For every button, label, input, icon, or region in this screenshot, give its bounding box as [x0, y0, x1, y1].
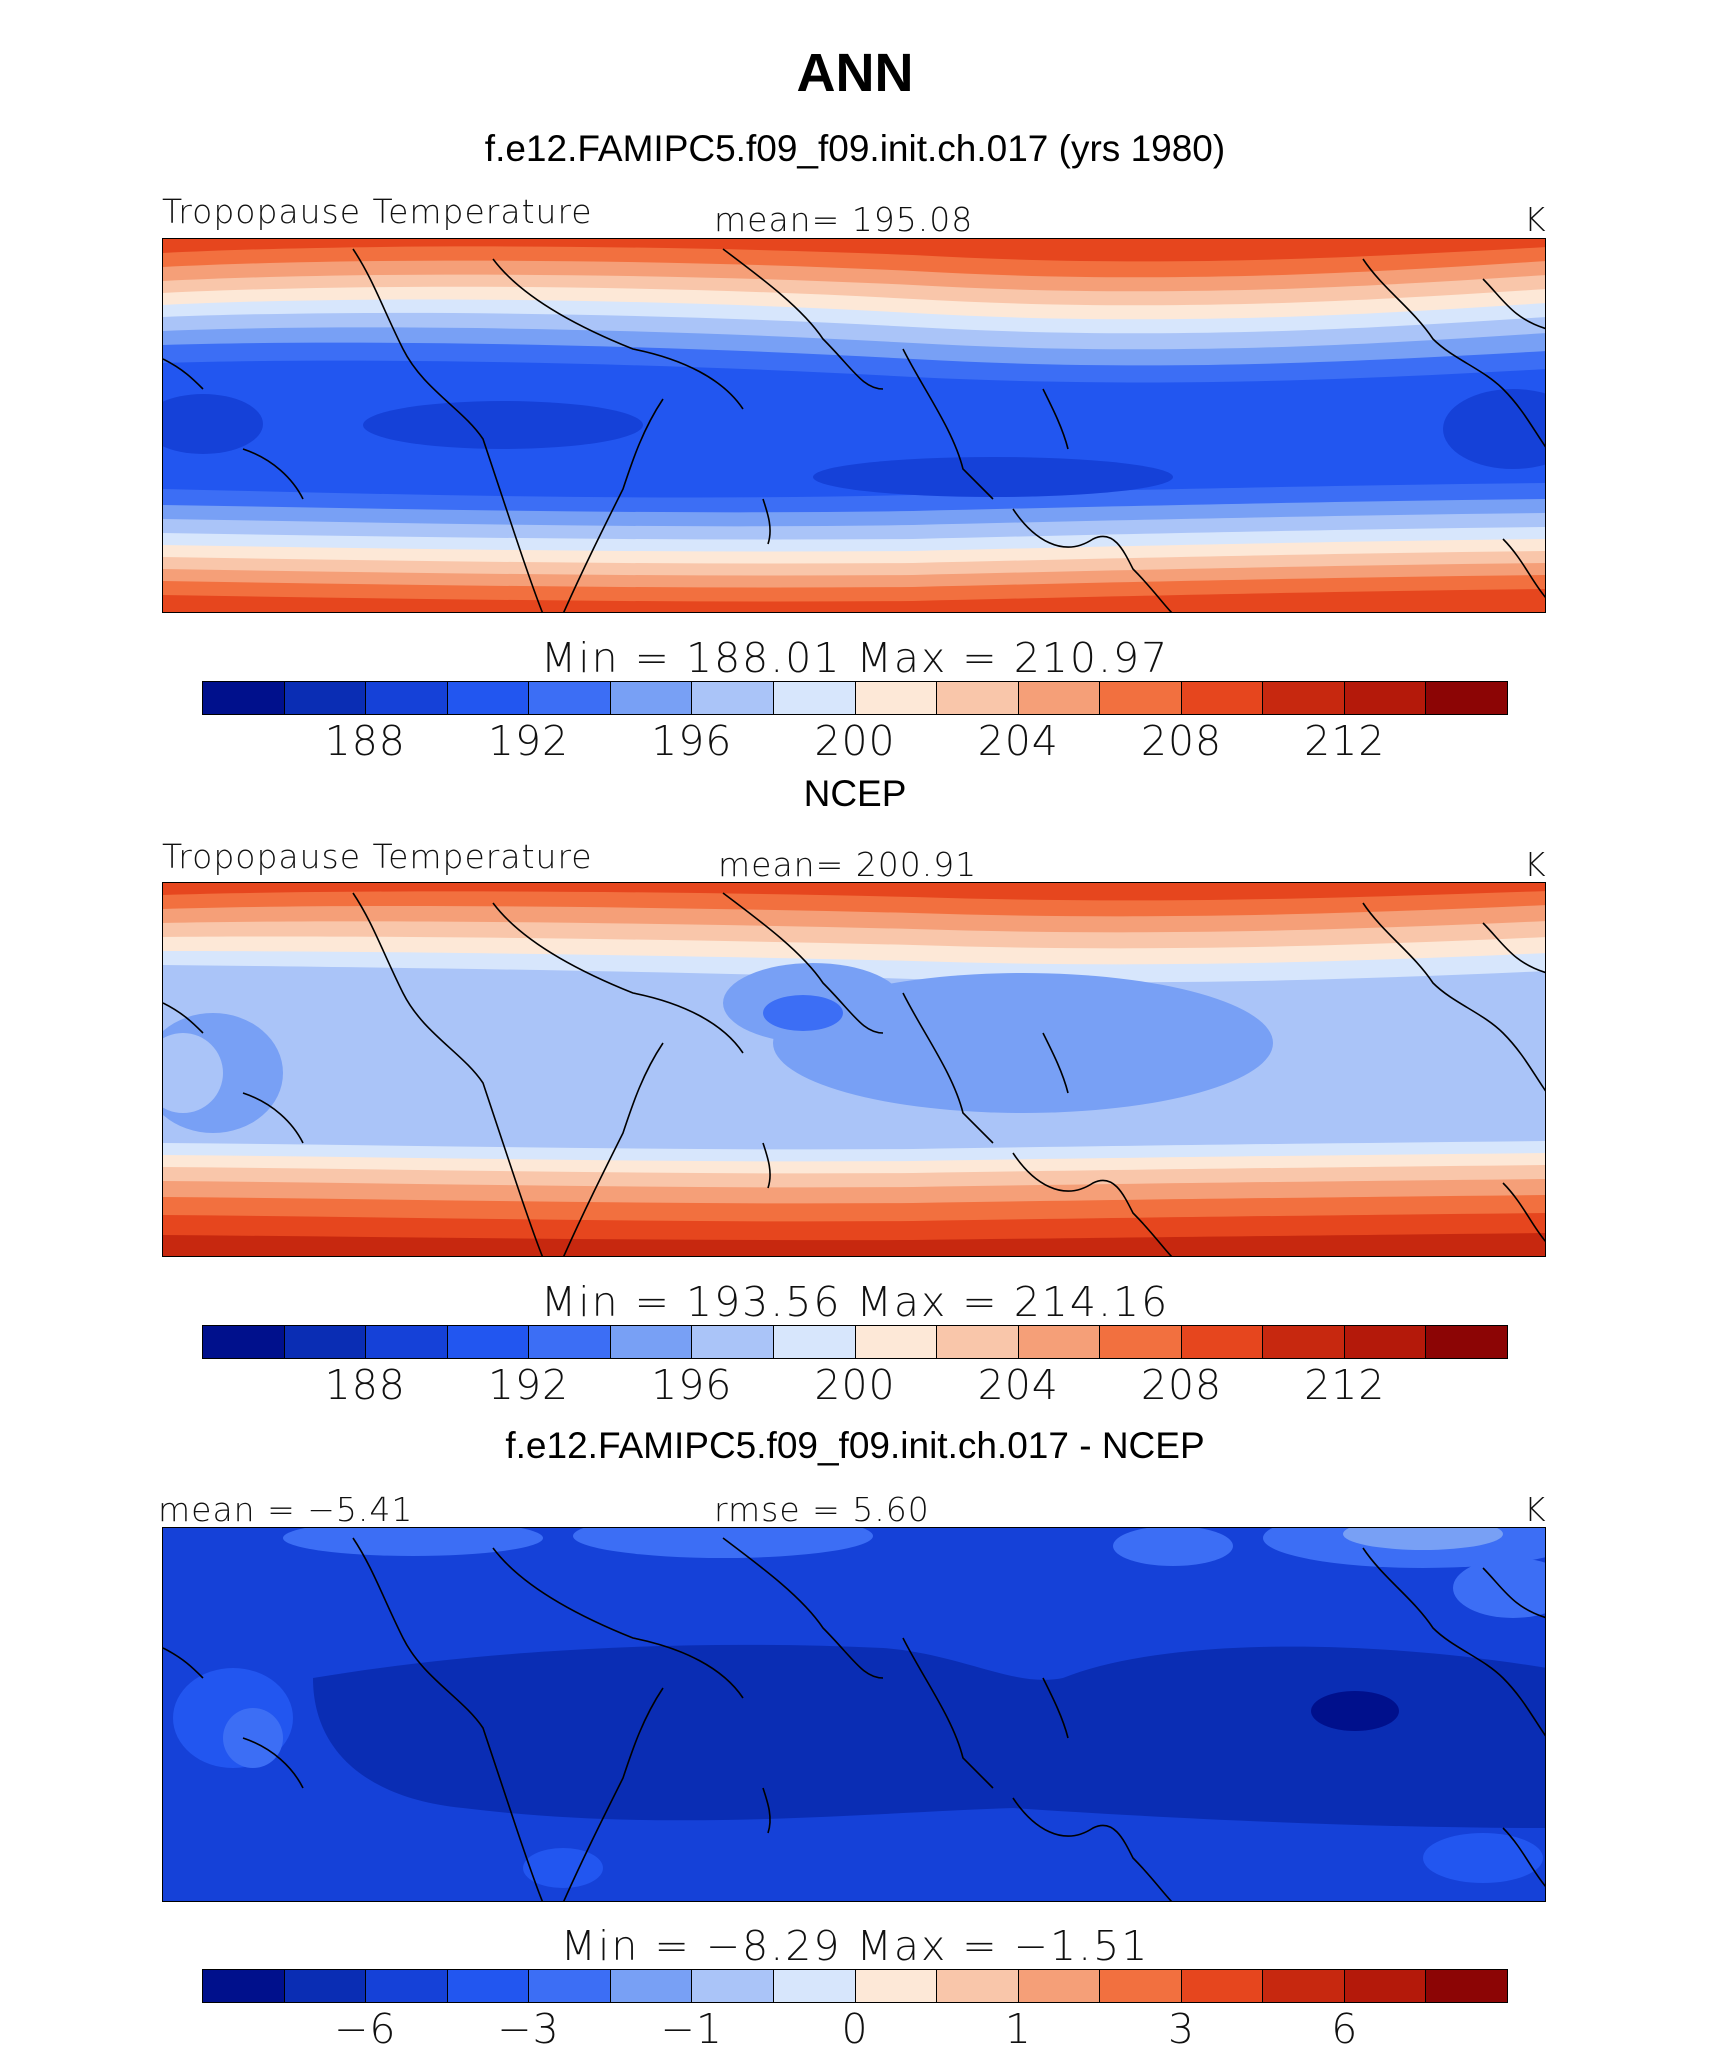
- colorbar-cell: [855, 1970, 938, 2002]
- colorbar-tick-label: 212: [1304, 717, 1386, 765]
- colorbar-tick-label: 188: [324, 1361, 406, 1409]
- colorbar-cell: [1344, 1970, 1427, 2002]
- colorbar-cell: [447, 682, 530, 714]
- colorbar-cell: [610, 1970, 693, 2002]
- panel3-units-label: K: [1524, 1490, 1547, 1529]
- colorbar-cell: [1344, 682, 1427, 714]
- colorbar-tick-label: 204: [977, 717, 1059, 765]
- colorbar-cell: [1018, 682, 1101, 714]
- colorbar-1: [202, 681, 1508, 715]
- colorbar-cell: [773, 1970, 856, 2002]
- colorbar-cell: [937, 1970, 1019, 2002]
- panel3-mean-label: mean = −5.41: [158, 1490, 414, 1529]
- colorbar-cell: [529, 1970, 611, 2002]
- colorbar-cell: [1018, 1970, 1101, 2002]
- colorbar-tick-label: 6: [1331, 2005, 1359, 2053]
- colorbar-cell: [692, 1970, 774, 2002]
- panel1-mean-label: mean= 195.08: [714, 200, 974, 239]
- colorbar-tick-label: 200: [814, 1361, 896, 1409]
- colorbar-cell: [1100, 1970, 1182, 2002]
- colorbar-cell: [692, 1326, 774, 1358]
- colorbar-cell: [610, 1326, 693, 1358]
- colorbar-tick-label: 3: [1167, 2005, 1196, 2053]
- colorbar-cell: [529, 1326, 611, 1358]
- colorbar-cell: [1100, 1326, 1182, 1358]
- colorbar-cell: [447, 1326, 530, 1358]
- panel1-map: [162, 238, 1546, 613]
- colorbar-tick-label: 212: [1304, 1361, 1386, 1409]
- colorbar-cell: [1181, 1970, 1264, 2002]
- colorbar-cell: [203, 1970, 285, 2002]
- colorbar-cell: [203, 682, 285, 714]
- panel3-map: [162, 1527, 1546, 1902]
- colorbar-cell: [692, 682, 774, 714]
- colorbar-tick-label: 204: [977, 1361, 1059, 1409]
- colorbar-cell: [1426, 682, 1507, 714]
- panel2-minmax-label: Min = 193.56 Max = 214.16: [540, 1278, 1170, 1326]
- colorbar-cell: [937, 682, 1019, 714]
- panel2-variable-label: Tropopause Temperature: [162, 837, 593, 876]
- panel2-map: [162, 882, 1546, 1257]
- colorbar-cell: [1181, 1326, 1264, 1358]
- colorbar-3: [202, 1969, 1508, 2003]
- colorbar-cell: [773, 1326, 856, 1358]
- colorbar-cell: [855, 1326, 938, 1358]
- panel1-variable-label: Tropopause Temperature: [162, 192, 593, 231]
- panel3-title: f.e12.FAMIPC5.f09_f09.init.ch.017 - NCEP: [505, 1425, 1205, 1466]
- panel2-mean-label: mean= 200.91: [718, 845, 978, 884]
- figure-title: ANN: [796, 43, 914, 103]
- colorbar-tick-label: 200: [814, 717, 896, 765]
- panel1-units-label: K: [1524, 200, 1547, 239]
- colorbar-tick-label: 192: [487, 1361, 570, 1409]
- colorbar-cell: [203, 1326, 285, 1358]
- colorbar-cell: [937, 1326, 1019, 1358]
- panel1-minmax-label: Min = 188.01 Max = 210.97: [540, 634, 1170, 682]
- colorbar-cell: [529, 682, 611, 714]
- panel3-rmse-label: rmse = 5.60: [714, 1490, 930, 1529]
- colorbar-cell: [1344, 1326, 1427, 1358]
- colorbar-cell: [284, 1326, 367, 1358]
- colorbar-tick-label: 208: [1140, 717, 1223, 765]
- colorbar-tick-label: 196: [651, 717, 733, 765]
- colorbar-cell: [773, 682, 856, 714]
- panel2-units-label: K: [1524, 845, 1547, 884]
- colorbar-cell: [1263, 1326, 1345, 1358]
- colorbar-cell: [610, 682, 693, 714]
- colorbar-tick-label: 1: [1004, 2005, 1032, 2053]
- colorbar-cell: [1263, 1970, 1345, 2002]
- colorbar-tick-label: 196: [651, 1361, 733, 1409]
- colorbar-tick-label: −1: [660, 2005, 723, 2053]
- colorbar-tick-label: 188: [324, 717, 406, 765]
- colorbar-tick-label: 0: [841, 2005, 869, 2053]
- colorbar-tick-label: 208: [1140, 1361, 1223, 1409]
- colorbar-cell: [447, 1970, 530, 2002]
- panel1-title: f.e12.FAMIPC5.f09_f09.init.ch.017 (yrs 1…: [484, 128, 1226, 169]
- colorbar-cell: [1181, 682, 1264, 714]
- colorbar-tick-label: −3: [497, 2005, 560, 2053]
- colorbar-cell: [284, 1970, 367, 2002]
- colorbar-cell: [284, 682, 367, 714]
- colorbar-cell: [366, 1326, 448, 1358]
- colorbar-tick-label: −6: [334, 2005, 397, 2053]
- colorbar-2: [202, 1325, 1508, 1359]
- colorbar-cell: [1263, 682, 1345, 714]
- colorbar-cell: [366, 682, 448, 714]
- colorbar-cell: [1426, 1970, 1507, 2002]
- colorbar-cell: [366, 1970, 448, 2002]
- colorbar-cell: [855, 682, 938, 714]
- panel3-minmax-label: Min = −8.29 Max = −1.51: [560, 1922, 1150, 1970]
- colorbar-cell: [1426, 1326, 1507, 1358]
- colorbar-tick-label: 192: [487, 717, 570, 765]
- colorbar-cell: [1100, 682, 1182, 714]
- colorbar-cell: [1018, 1326, 1101, 1358]
- panel2-title: NCEP: [803, 773, 907, 814]
